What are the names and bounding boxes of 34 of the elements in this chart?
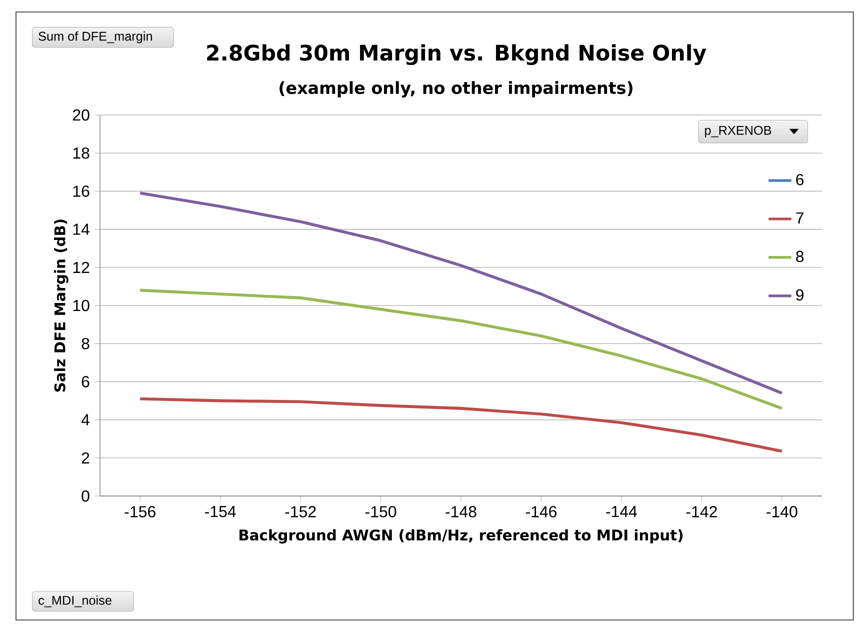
x-tick-label: -140	[766, 506, 798, 518]
text: Sum of DFE_margin	[38, 31, 152, 44]
legend-label: 7	[796, 212, 804, 224]
chart-subtitle: (example only, no other impairments)	[280, 81, 632, 98]
y-axis-title: Salz DFE Margin (dB)	[54, 220, 68, 392]
y-tick-label: 14	[73, 224, 90, 235]
line-series	[138, 397, 784, 453]
y-tick-label: 0	[82, 490, 90, 502]
y-tick-label: 8	[82, 338, 90, 350]
chart-title: 2.8Gbd 30m Margin vs. Bkgnd Noise Only	[207, 44, 706, 66]
text: c_MDI_noise	[38, 595, 112, 608]
legend-title: p_RXENOB	[705, 126, 772, 138]
y-tick-label: 4	[81, 414, 90, 426]
y-tick-label: 20	[72, 109, 90, 121]
y-tick-label: 10	[73, 300, 90, 312]
x-tick-label: -154	[205, 506, 236, 518]
y-tick-label: 12	[73, 262, 90, 273]
y-tick-label: 18	[73, 147, 90, 159]
y-tick-label: 16	[73, 186, 90, 197]
x-tick-label: -148	[446, 506, 476, 518]
x-tick-label: -150	[365, 506, 396, 518]
legend-label: 6	[796, 174, 804, 186]
legend-label: 9	[796, 289, 804, 301]
line-series	[138, 288, 784, 410]
x-tick-label: -156	[124, 506, 156, 518]
line-series	[138, 192, 784, 395]
x-tick-label: -144	[606, 506, 637, 518]
x-tick-label: -152	[285, 506, 316, 518]
y-tick-label: 6	[82, 376, 90, 388]
legend-label: 8	[796, 250, 804, 262]
y-tick-label: 2	[82, 452, 90, 464]
x-tick-label: -142	[686, 506, 717, 518]
x-tick-label: -146	[526, 506, 557, 518]
x-axis-title: Background AWGN (dBm/Hz, referenced to MDI input)	[240, 529, 683, 544]
